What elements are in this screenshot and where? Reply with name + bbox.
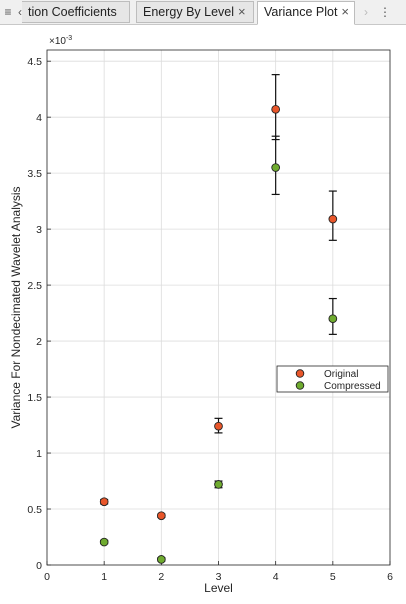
y-tick-label: 0.5 (27, 504, 42, 516)
data-point-original (99, 497, 109, 507)
y-axis-ticks: 0 0.5 1 1.5 2 2.5 3 3.5 4 4.5 (27, 56, 51, 572)
legend-label-original: Original (324, 369, 358, 380)
menu-icon[interactable]: ≡ (4, 5, 12, 19)
more-options-icon[interactable]: ⋮ (379, 5, 391, 19)
y-tick-label: 4.5 (27, 56, 42, 68)
y-tick-label: 2.5 (27, 280, 42, 292)
legend-box (276, 365, 389, 393)
legend: Original Compressed (276, 365, 389, 393)
y-tick-label: 2 (36, 336, 42, 348)
y-tick-label: 3.5 (27, 168, 42, 180)
y-exponent-label: ×10-3 (49, 35, 72, 47)
x-axis-ticks: 0 1 2 3 4 5 6 (44, 561, 393, 583)
x-tick-label: 6 (387, 571, 393, 583)
tab-coefficients[interactable]: tion Coefficients (22, 1, 130, 23)
data-point-original (271, 104, 281, 114)
x-tick-label: 3 (216, 571, 222, 583)
x-tick-label: 5 (330, 571, 336, 583)
data-point-original (156, 511, 166, 521)
x-axis-label: Level (204, 581, 233, 595)
close-icon[interactable]: × (238, 4, 246, 19)
data-point-original (328, 214, 338, 224)
variance-plot: 0 0.5 1 1.5 2 2.5 3 3.5 4 4.5 0 1 2 3 4 5 6 ×10-3 Level… (9, 35, 393, 595)
tab-variance-plot[interactable]: Variance Plot × (257, 1, 355, 25)
legend-label-compressed: Compressed (324, 381, 381, 392)
data-point-compressed (214, 480, 223, 489)
legend-marker-compressed (295, 381, 305, 390)
tab-energy-by-level[interactable]: Energy By Level × (136, 1, 254, 23)
y-axis-label: Variance For Nondecimated Wavelet Analys… (9, 186, 23, 428)
scroll-right-icon[interactable]: › (364, 5, 368, 19)
x-tick-label: 2 (158, 571, 164, 583)
legend-marker-original (295, 369, 305, 378)
x-tick-label: 4 (273, 571, 279, 583)
x-tick-label: 1 (101, 571, 107, 583)
data-point-compressed (156, 555, 166, 564)
x-tick-label: 0 (44, 571, 50, 583)
scroll-left-icon[interactable]: ‹ (18, 5, 22, 19)
y-tick-label: 0 (36, 560, 42, 572)
data-marks (99, 74, 338, 564)
axes-box (46, 49, 391, 566)
data-point-compressed (99, 537, 109, 547)
tab-bar: ≡ ‹ tion Coefficients Energy By Level × V… (0, 0, 406, 25)
data-point-compressed (328, 314, 338, 324)
y-tick-label: 3 (36, 224, 42, 236)
tab-label: Variance Plot (264, 5, 338, 19)
close-icon[interactable]: × (341, 4, 350, 19)
y-tick-label: 1 (36, 448, 42, 460)
tab-label: tion Coefficients (28, 5, 117, 19)
tab-label: Energy By Level (143, 5, 235, 19)
data-point-original (214, 421, 223, 431)
y-tick-label: 4 (36, 112, 42, 124)
y-tick-label: 1.5 (27, 392, 42, 404)
data-point-compressed (271, 163, 281, 172)
